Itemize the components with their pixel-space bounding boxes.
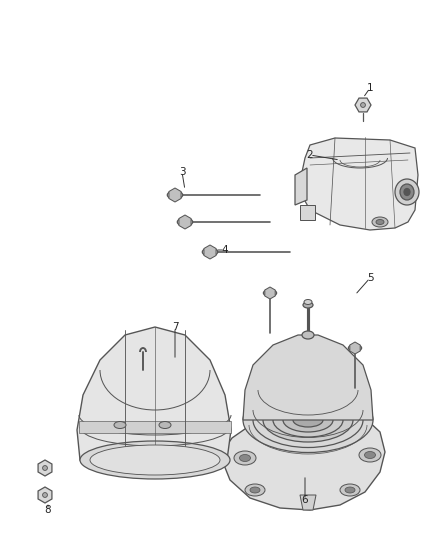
Ellipse shape: [90, 445, 220, 475]
Ellipse shape: [360, 102, 365, 108]
Ellipse shape: [263, 289, 277, 296]
Ellipse shape: [395, 179, 419, 205]
Polygon shape: [300, 205, 315, 220]
Ellipse shape: [80, 441, 230, 479]
Polygon shape: [77, 327, 231, 460]
Ellipse shape: [364, 451, 375, 458]
Ellipse shape: [240, 455, 251, 462]
Ellipse shape: [376, 220, 384, 224]
Ellipse shape: [404, 189, 410, 196]
Text: 7: 7: [172, 322, 178, 332]
Text: 1: 1: [367, 83, 373, 93]
Ellipse shape: [303, 302, 313, 308]
Ellipse shape: [177, 218, 193, 226]
Polygon shape: [300, 495, 316, 510]
Ellipse shape: [345, 487, 355, 493]
Ellipse shape: [302, 331, 314, 339]
Text: 6: 6: [302, 495, 308, 505]
Polygon shape: [169, 188, 181, 202]
Ellipse shape: [283, 408, 333, 432]
Ellipse shape: [359, 448, 381, 462]
Ellipse shape: [234, 451, 256, 465]
Ellipse shape: [159, 422, 171, 429]
Ellipse shape: [400, 184, 414, 200]
Ellipse shape: [250, 487, 260, 493]
Polygon shape: [295, 168, 307, 205]
Ellipse shape: [202, 248, 218, 256]
Ellipse shape: [348, 344, 362, 352]
Polygon shape: [350, 342, 360, 354]
Ellipse shape: [42, 466, 47, 471]
Text: 3: 3: [179, 167, 185, 177]
Polygon shape: [243, 335, 373, 420]
Polygon shape: [38, 460, 52, 476]
Ellipse shape: [42, 492, 47, 497]
Text: 5: 5: [367, 273, 373, 283]
Polygon shape: [179, 215, 191, 229]
Polygon shape: [220, 408, 385, 510]
Ellipse shape: [114, 422, 126, 429]
Ellipse shape: [167, 191, 183, 199]
Polygon shape: [265, 287, 275, 299]
Polygon shape: [38, 487, 52, 503]
Ellipse shape: [340, 484, 360, 496]
Text: 4: 4: [222, 245, 228, 255]
Polygon shape: [300, 138, 418, 230]
Polygon shape: [204, 245, 216, 259]
Ellipse shape: [243, 387, 373, 453]
Text: 8: 8: [45, 505, 51, 515]
Polygon shape: [79, 421, 231, 433]
Text: 2: 2: [307, 150, 313, 160]
Ellipse shape: [263, 398, 353, 442]
Ellipse shape: [245, 484, 265, 496]
Polygon shape: [355, 98, 371, 112]
Ellipse shape: [293, 413, 323, 427]
Ellipse shape: [304, 300, 312, 304]
Ellipse shape: [372, 217, 388, 227]
